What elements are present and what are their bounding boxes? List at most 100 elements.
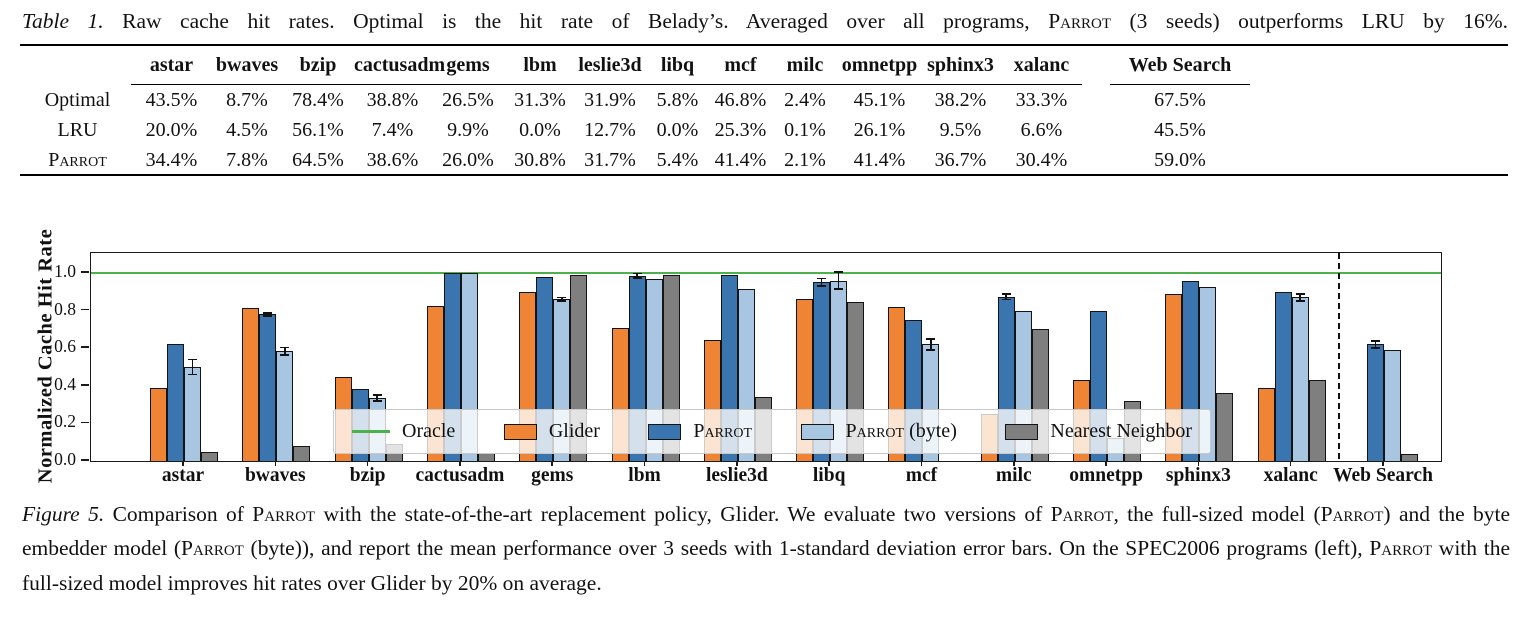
table-cell: 0.0% xyxy=(519,119,561,141)
table-cell: 30.8% xyxy=(514,149,566,171)
x-tick-label: xalanc xyxy=(1263,465,1318,486)
bar-glider-mcf xyxy=(888,306,906,461)
bar-parrot-byte--omnetpp xyxy=(1107,438,1125,461)
bar-parrot-cactusadm xyxy=(443,273,461,461)
bar-parrot-libq xyxy=(813,282,831,461)
bar-parrot-byte--xalanc xyxy=(1291,297,1309,461)
table-cell-gap xyxy=(1082,85,1110,115)
bar-nearest-neighbor-omnetpp xyxy=(1124,400,1142,461)
table-cell: 2.1% xyxy=(784,149,826,171)
bar-parrot-sphinx3 xyxy=(1182,281,1200,461)
error-bar-cap xyxy=(372,400,382,402)
table-cell: 46.8% xyxy=(714,89,767,111)
table-caption-text: Raw cache hit rates. Optimal is the hit … xyxy=(122,9,1508,33)
table-cell: 38.6% xyxy=(366,149,419,171)
legend-item: Parrot (byte) xyxy=(800,420,957,443)
legend-color-swatch xyxy=(1005,423,1039,440)
table-cell-gap xyxy=(1082,115,1110,145)
table-cell: 8.7% xyxy=(226,89,268,111)
x-tick-label: cactusadm xyxy=(415,465,505,486)
y-tick-mark xyxy=(81,384,89,386)
bar-parrot-byte--lbm xyxy=(645,278,663,461)
legend-label: Parrot xyxy=(693,420,752,442)
bar-parrot-leslie3d xyxy=(720,274,738,461)
bar-nearest-neighbor-lbm xyxy=(662,274,680,461)
bar-parrot-byte--cactusadm xyxy=(460,273,478,461)
x-tick-mark xyxy=(920,461,923,466)
table-cell: 41.4% xyxy=(853,149,906,171)
y-tick-label: 0.4 xyxy=(54,373,76,394)
bar-nearest-neighbor-web-search xyxy=(1401,454,1419,461)
table-cell: 59.0% xyxy=(1154,149,1206,171)
x-tick-label: libq xyxy=(812,465,846,486)
error-bar-cap xyxy=(372,394,382,397)
legend-color-swatch xyxy=(800,423,834,440)
bar-parrot-astar xyxy=(167,344,184,461)
table-column-header: bwaves xyxy=(212,48,282,85)
x-tick-label: sphinx3 xyxy=(1165,465,1231,486)
x-tick-label: Web Search xyxy=(1333,465,1433,486)
table-column-header: astar xyxy=(131,48,212,85)
table-cell: 26.5% xyxy=(442,89,494,111)
error-bar-cap xyxy=(280,354,290,356)
bar-parrot-bwaves xyxy=(259,314,277,461)
x-tick-label: bzip xyxy=(349,465,386,486)
bar-glider-bzip xyxy=(334,377,352,461)
error-bar-cap xyxy=(1371,339,1381,342)
table-cell: 43.5% xyxy=(145,89,198,111)
bar-nearest-neighbor-astar xyxy=(201,451,218,461)
bar-parrot-omnetpp xyxy=(1090,310,1108,461)
table-cell: 0.0% xyxy=(656,119,699,141)
x-tick-mark xyxy=(1013,461,1015,466)
legend-color-swatch xyxy=(648,423,682,440)
table-row-label: Optimal xyxy=(44,89,111,111)
table-cell: 26.0% xyxy=(442,149,494,171)
table-cell: 41.4% xyxy=(714,149,767,171)
x-tick-label: omnetpp xyxy=(1069,465,1143,486)
table-cell: 38.8% xyxy=(366,89,419,111)
table-cell: 38.2% xyxy=(934,89,987,111)
table-cell: 0.1% xyxy=(784,119,826,141)
x-tick-label: bwaves xyxy=(244,465,306,486)
figure-caption: Figure 5. Comparison of Parrot with the … xyxy=(22,497,1510,600)
bar-parrot-byte--milc xyxy=(1014,310,1032,461)
error-bar-cap xyxy=(1001,292,1011,295)
x-tick-mark xyxy=(828,461,830,466)
y-tick-mark xyxy=(81,308,89,311)
table-column-header: leslie3d xyxy=(575,48,645,85)
error-bar-line xyxy=(1299,293,1301,302)
table-cell: 33.3% xyxy=(1015,89,1068,111)
bar-parrot-lbm xyxy=(628,275,646,461)
bar-parrot-web-search xyxy=(1367,344,1385,461)
bar-nearest-neighbor-bzip xyxy=(385,444,403,461)
table-column-header: omnetpp xyxy=(839,48,920,85)
legend: Oracle Glider Parrot Parrot (byte) Nearest N… xyxy=(333,409,1211,454)
cache-hit-rate-table: astar bwaves bzip cactusadm gems lbm leslie3d l… xyxy=(24,48,1250,175)
error-bar-cap xyxy=(926,349,936,351)
table-column-header: cactusadm xyxy=(354,48,445,85)
error-bar-line xyxy=(267,312,269,316)
x-tick-mark xyxy=(1289,461,1292,466)
x-tick-mark xyxy=(182,461,184,466)
table-cell: 5.4% xyxy=(656,149,699,171)
error-bar-line xyxy=(820,278,823,287)
bar-glider-gems xyxy=(519,291,537,461)
x-tick-mark xyxy=(366,461,369,466)
error-bar-line xyxy=(1005,293,1008,300)
bar-parrot-byte--libq xyxy=(830,280,848,461)
error-bar-cap xyxy=(188,358,197,361)
error-bar-line xyxy=(191,359,194,375)
x-tick-label: lbm xyxy=(628,465,661,486)
bar-parrot-mcf xyxy=(905,320,923,461)
x-tick-label: leslie3d xyxy=(705,465,768,486)
x-tick-label: astar xyxy=(161,465,205,486)
y-tick-label: 0.6 xyxy=(54,336,76,357)
table-bottom-rule xyxy=(20,174,1508,176)
error-bar-cap xyxy=(263,312,273,314)
table-cell: 45.1% xyxy=(853,89,906,111)
bar-nearest-neighbor-xalanc xyxy=(1308,380,1326,461)
error-bar-cap xyxy=(817,285,827,287)
table-corner-cell xyxy=(24,48,131,85)
error-bar-cap xyxy=(188,373,197,376)
